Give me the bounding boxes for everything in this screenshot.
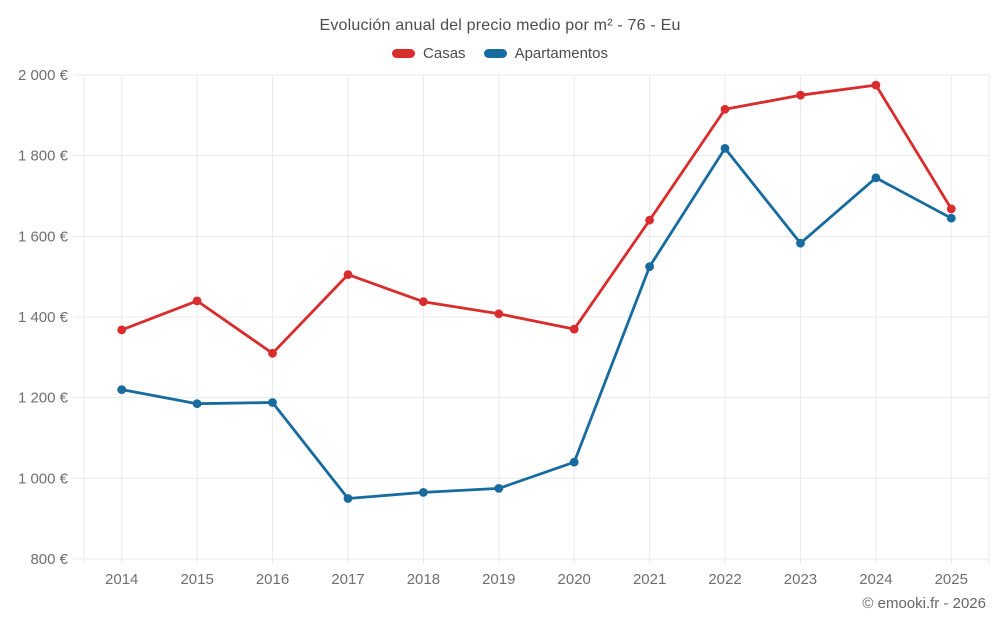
chart-legend: Casas Apartamentos — [0, 45, 1000, 62]
point-apartamentos-2024 — [871, 173, 881, 183]
x-tick-label: 2019 — [482, 571, 515, 588]
y-tick-label: 1 800 € — [18, 148, 69, 165]
x-tick-label: 2015 — [180, 571, 213, 588]
point-apartamentos-2016 — [268, 398, 277, 407]
x-tick-label: 2024 — [859, 571, 892, 588]
legend-item-apartamentos[interactable]: Apartamentos — [483, 45, 608, 62]
x-tick-label: 2018 — [407, 571, 440, 588]
y-tick-label: 1 000 € — [18, 470, 69, 487]
point-apartamentos-2018 — [419, 488, 428, 497]
y-tick-label: 1 400 € — [18, 309, 69, 326]
y-tick-label: 800 € — [30, 551, 68, 568]
point-casas-2017 — [343, 270, 353, 279]
point-casas-2014 — [117, 325, 127, 335]
point-apartamentos-2022 — [720, 144, 730, 153]
y-tick-label: 1 600 € — [18, 228, 69, 245]
point-casas-2022 — [720, 104, 730, 114]
x-tick-label: 2020 — [558, 571, 591, 588]
point-casas-2021 — [645, 215, 654, 225]
x-tick-label: 2021 — [633, 571, 666, 588]
series-line-casas — [120, 83, 953, 355]
point-apartamentos-2025 — [946, 213, 956, 223]
point-apartamentos-2014 — [117, 385, 127, 394]
x-tick-label: 2017 — [331, 571, 364, 588]
point-casas-2020 — [569, 324, 579, 334]
x-tick-label: 2023 — [784, 571, 817, 588]
legend-label-casas: Casas — [423, 45, 466, 62]
point-apartamentos-2021 — [645, 262, 654, 271]
x-tick-label: 2014 — [105, 571, 138, 588]
y-tick-label: 2 000 € — [18, 67, 69, 84]
legend-label-apartamentos: Apartamentos — [514, 45, 608, 62]
point-casas-2025 — [946, 204, 956, 214]
point-apartamentos-2023 — [796, 238, 805, 248]
point-casas-2024 — [871, 80, 881, 90]
point-casas-2019 — [494, 309, 504, 319]
x-tick-label: 2025 — [935, 571, 968, 588]
point-apartamentos-2020 — [569, 457, 579, 467]
x-tick-label: 2022 — [708, 571, 741, 588]
point-casas-2018 — [419, 297, 428, 307]
point-casas-2015 — [192, 296, 202, 306]
legend-swatch-casas-icon — [392, 49, 416, 58]
y-tick-label: 1 200 € — [18, 390, 69, 407]
point-casas-2023 — [796, 90, 805, 100]
point-casas-2016 — [268, 348, 277, 358]
x-tick-label: 2016 — [256, 571, 289, 588]
point-apartamentos-2019 — [494, 484, 504, 493]
legend-item-casas[interactable]: Casas — [392, 45, 466, 62]
legend-swatch-apartamentos-icon — [483, 49, 507, 58]
series-line-apartamentos — [120, 146, 953, 500]
chart-title: Evolución anual del precio medio por m² … — [319, 17, 681, 34]
point-apartamentos-2015 — [192, 399, 202, 409]
watermark: © emooki.fr - 2026 — [862, 595, 986, 612]
point-apartamentos-2017 — [343, 494, 353, 503]
